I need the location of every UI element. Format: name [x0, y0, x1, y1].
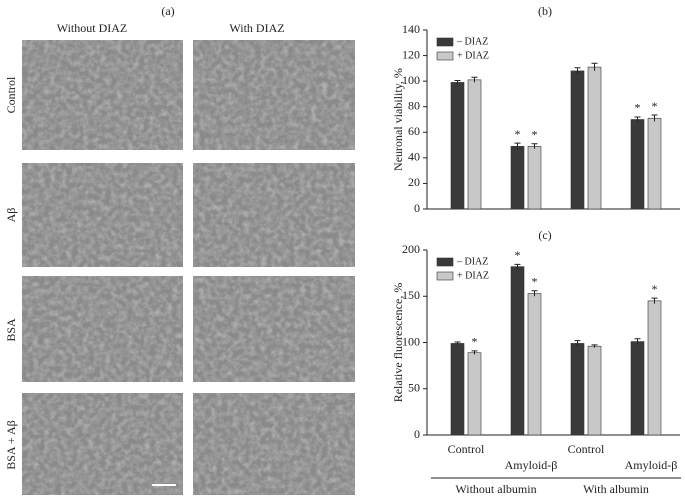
row-label: Aβ — [4, 208, 18, 223]
panel-label: (b) — [538, 4, 552, 18]
legend-label: + DIAZ — [457, 270, 489, 281]
y-tick-label: 0 — [414, 427, 420, 441]
legend-swatch — [436, 51, 454, 61]
panel-a: (a) Without DIAZ With DIAZ Control Aβ BS… — [4, 4, 355, 495]
x-tick-label: Amyloid-β — [505, 458, 558, 472]
y-tick-label: 60 — [408, 124, 420, 138]
panel-label: (c) — [538, 228, 551, 242]
bar — [587, 345, 602, 436]
micrograph-texture — [193, 163, 355, 267]
column-header: With DIAZ — [229, 21, 284, 35]
micrograph-texture — [193, 276, 355, 382]
y-tick-label: 150 — [402, 288, 420, 302]
error-bar — [454, 80, 461, 85]
y-tick-label: 100 — [402, 73, 420, 87]
row-label: Control — [4, 76, 18, 113]
bar — [527, 146, 542, 210]
bar — [467, 352, 482, 436]
error-bar — [651, 114, 658, 122]
y-axis-label: Relative fluorescence, % — [391, 283, 405, 403]
error-bar — [634, 338, 641, 345]
legend-swatch — [436, 37, 454, 47]
y-tick-label: 40 — [408, 150, 420, 164]
legend-swatch — [436, 257, 454, 267]
micrograph-texture — [22, 40, 183, 150]
error-bar — [514, 142, 521, 150]
row-label: BSA — [4, 318, 18, 342]
error-bar — [591, 62, 598, 71]
bar — [647, 300, 662, 436]
significance-marker: * — [652, 99, 658, 113]
legend-label: + DIAZ — [457, 50, 489, 61]
error-bar — [634, 116, 641, 123]
error-bar — [471, 76, 478, 83]
significance-marker: * — [635, 101, 641, 115]
bar — [510, 266, 525, 436]
bar — [647, 117, 662, 210]
y-axis-label: Neuronal viability, % — [391, 68, 405, 171]
significance-marker: * — [515, 248, 521, 262]
y-tick-label: 50 — [408, 381, 420, 395]
significance-marker: * — [515, 127, 521, 141]
bar — [467, 79, 482, 210]
micrograph-texture — [193, 393, 355, 495]
error-bar — [591, 344, 598, 348]
x-tick-label: Control — [568, 442, 605, 456]
group-label: With albumin — [583, 482, 649, 496]
bar — [527, 293, 542, 436]
error-bar — [574, 340, 581, 347]
group-label: Without albumin — [455, 482, 536, 496]
error-bar — [471, 350, 478, 355]
legend-label: – DIAZ — [456, 36, 488, 47]
bar — [630, 341, 645, 436]
bar — [630, 119, 645, 210]
error-bar — [651, 297, 658, 304]
micrograph-texture — [22, 393, 183, 495]
significance-marker: * — [532, 274, 538, 288]
y-tick-label: 100 — [402, 334, 420, 348]
y-tick-label: 120 — [402, 47, 420, 61]
x-tick-label: Amyloid-β — [625, 458, 678, 472]
error-bar — [454, 341, 461, 345]
panel-label: (a) — [161, 4, 174, 18]
significance-marker: * — [532, 128, 538, 142]
bar — [570, 343, 585, 436]
column-header: Without DIAZ — [57, 21, 128, 35]
bar — [450, 343, 465, 436]
legend-swatch — [436, 271, 454, 281]
error-bar — [531, 290, 538, 297]
micrograph-texture — [22, 276, 183, 382]
bar — [450, 82, 465, 210]
micrographs — [22, 40, 355, 495]
error-bar — [514, 263, 521, 269]
significance-marker: * — [472, 335, 478, 349]
row-label: BSA + Aβ — [4, 420, 18, 470]
bar — [587, 66, 602, 210]
bar — [570, 70, 585, 210]
bar — [510, 146, 525, 210]
error-bar — [574, 67, 581, 75]
micrograph-texture — [22, 163, 183, 267]
y-tick-label: 80 — [408, 98, 420, 112]
micrograph-texture — [193, 40, 355, 150]
error-bar — [531, 143, 538, 149]
x-tick-label: Control — [448, 442, 485, 456]
legend-label: – DIAZ — [456, 256, 488, 267]
y-tick-label: 20 — [408, 175, 420, 189]
y-tick-label: 0 — [414, 201, 420, 215]
significance-marker: * — [652, 282, 658, 296]
y-tick-label: 200 — [402, 242, 420, 256]
y-tick-label: 140 — [402, 22, 420, 36]
